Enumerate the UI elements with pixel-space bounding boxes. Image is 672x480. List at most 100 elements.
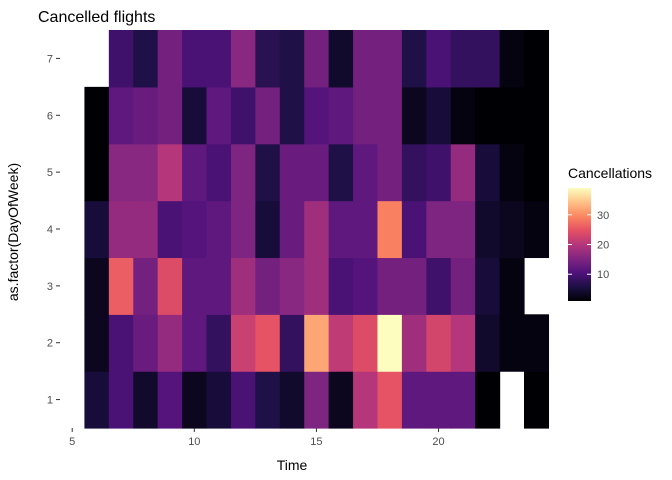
heatmap-cell [255,371,281,429]
heatmap-cell [450,257,476,315]
heatmap-cell [279,86,305,145]
heatmap-cell [499,86,525,145]
heatmap-cell [353,30,379,88]
heatmap-cell [206,30,232,88]
heatmap-cell [450,200,476,259]
heatmap-cell [499,257,525,315]
y-tick-label: 4 [47,224,53,236]
heatmap-cell [304,314,330,372]
x-tick-label: 10 [188,436,200,448]
heatmap-cell [279,30,305,88]
heatmap-cell [377,200,403,259]
y-tick-label: 3 [47,281,53,293]
heatmap-cell [450,314,476,372]
heatmap-cell [279,143,305,202]
heatmap-cell [206,200,232,259]
heatmap-cell [230,371,256,429]
heatmap-cell [255,86,281,145]
y-tick-label: 7 [47,53,53,65]
heatmap-cell [450,86,476,145]
y-tick-label: 5 [47,167,53,179]
heatmap-cell [84,257,110,315]
heatmap-cell [84,143,110,202]
chart-title: Cancelled flights [38,9,155,26]
heatmap-cell [401,257,427,315]
heatmap-cell [108,30,134,88]
heatmap-cell [108,86,134,145]
heatmap-cell [279,314,305,372]
heatmap-cell [304,30,330,88]
heatmap-cell [524,371,550,429]
heatmap-cell [157,143,183,202]
heatmap-cell [304,143,330,202]
heatmap-cell [304,371,330,429]
heatmap-cell [524,200,550,259]
heatmap-cell [206,314,232,372]
heatmap-cell [182,371,208,429]
heatmap-cell [182,314,208,372]
heatmap-cell [304,86,330,145]
heatmap-cell [377,314,403,372]
x-tick-label: 20 [432,436,444,448]
x-axis-label: Time [277,457,308,473]
heatmap-cell [328,30,354,88]
x-tick-label: 15 [310,436,322,448]
heatmap-cell [353,257,379,315]
heatmap-cell [426,371,452,429]
heatmap-cell [230,86,256,145]
heatmap-cell [475,257,501,315]
heatmap-cell [157,371,183,429]
heatmap-cell [304,257,330,315]
heatmap-cell [157,86,183,145]
heatmap-cell [255,143,281,202]
heatmap-cell [108,200,134,259]
heatmap-cell [328,371,354,429]
x-tick-label: 5 [69,436,75,448]
heatmap-cell [279,200,305,259]
heatmap-cell [499,143,525,202]
heatmap-cell [353,143,379,202]
heatmap-cell [206,143,232,202]
heatmap-cell [328,143,354,202]
heatmap-cell [328,257,354,315]
heatmap-cell [133,257,159,315]
y-axis: 1 2 3 4 5 6 7 [47,53,60,407]
heatmap-cell [206,86,232,145]
heatmap-cell [182,257,208,315]
heatmap-cell [450,30,476,88]
heatmap-cell [328,200,354,259]
heatmap-cell [401,86,427,145]
heatmap-cell [182,86,208,145]
heatmap-cell [426,86,452,145]
heatmap-cell [133,30,159,88]
heatmap-cell [255,30,281,88]
heatmap-cell [255,200,281,259]
heatmap-cell [401,143,427,202]
heatmap-cell [499,30,525,88]
heatmap-cell [133,86,159,145]
heatmap-cell [524,143,550,202]
legend-title: Cancellations [568,165,652,181]
heatmap-cell [450,143,476,202]
heatmap-cell [426,314,452,372]
heatmap-cell [157,257,183,315]
heatmap-cell [426,200,452,259]
heatmap-cell [475,30,501,88]
heatmap-cell [133,200,159,259]
heatmap-cell [401,314,427,372]
heatmap-cell [206,371,232,429]
heatmap-cell [108,371,134,429]
heatmap-cell [182,30,208,88]
legend-tick-label: 10 [597,269,609,281]
heatmap-cell [426,257,452,315]
heatmap-cell [524,314,550,372]
legend: Cancellations 10 20 30 [568,165,652,301]
y-axis-label: as.factor(DayOfWeek) [5,163,21,301]
heatmap-cell [401,371,427,429]
heatmap-cell [377,257,403,315]
heatmap-cell [353,314,379,372]
heatmap-cell [353,86,379,145]
heatmap-cell [133,314,159,372]
heatmap-cell [108,257,134,315]
